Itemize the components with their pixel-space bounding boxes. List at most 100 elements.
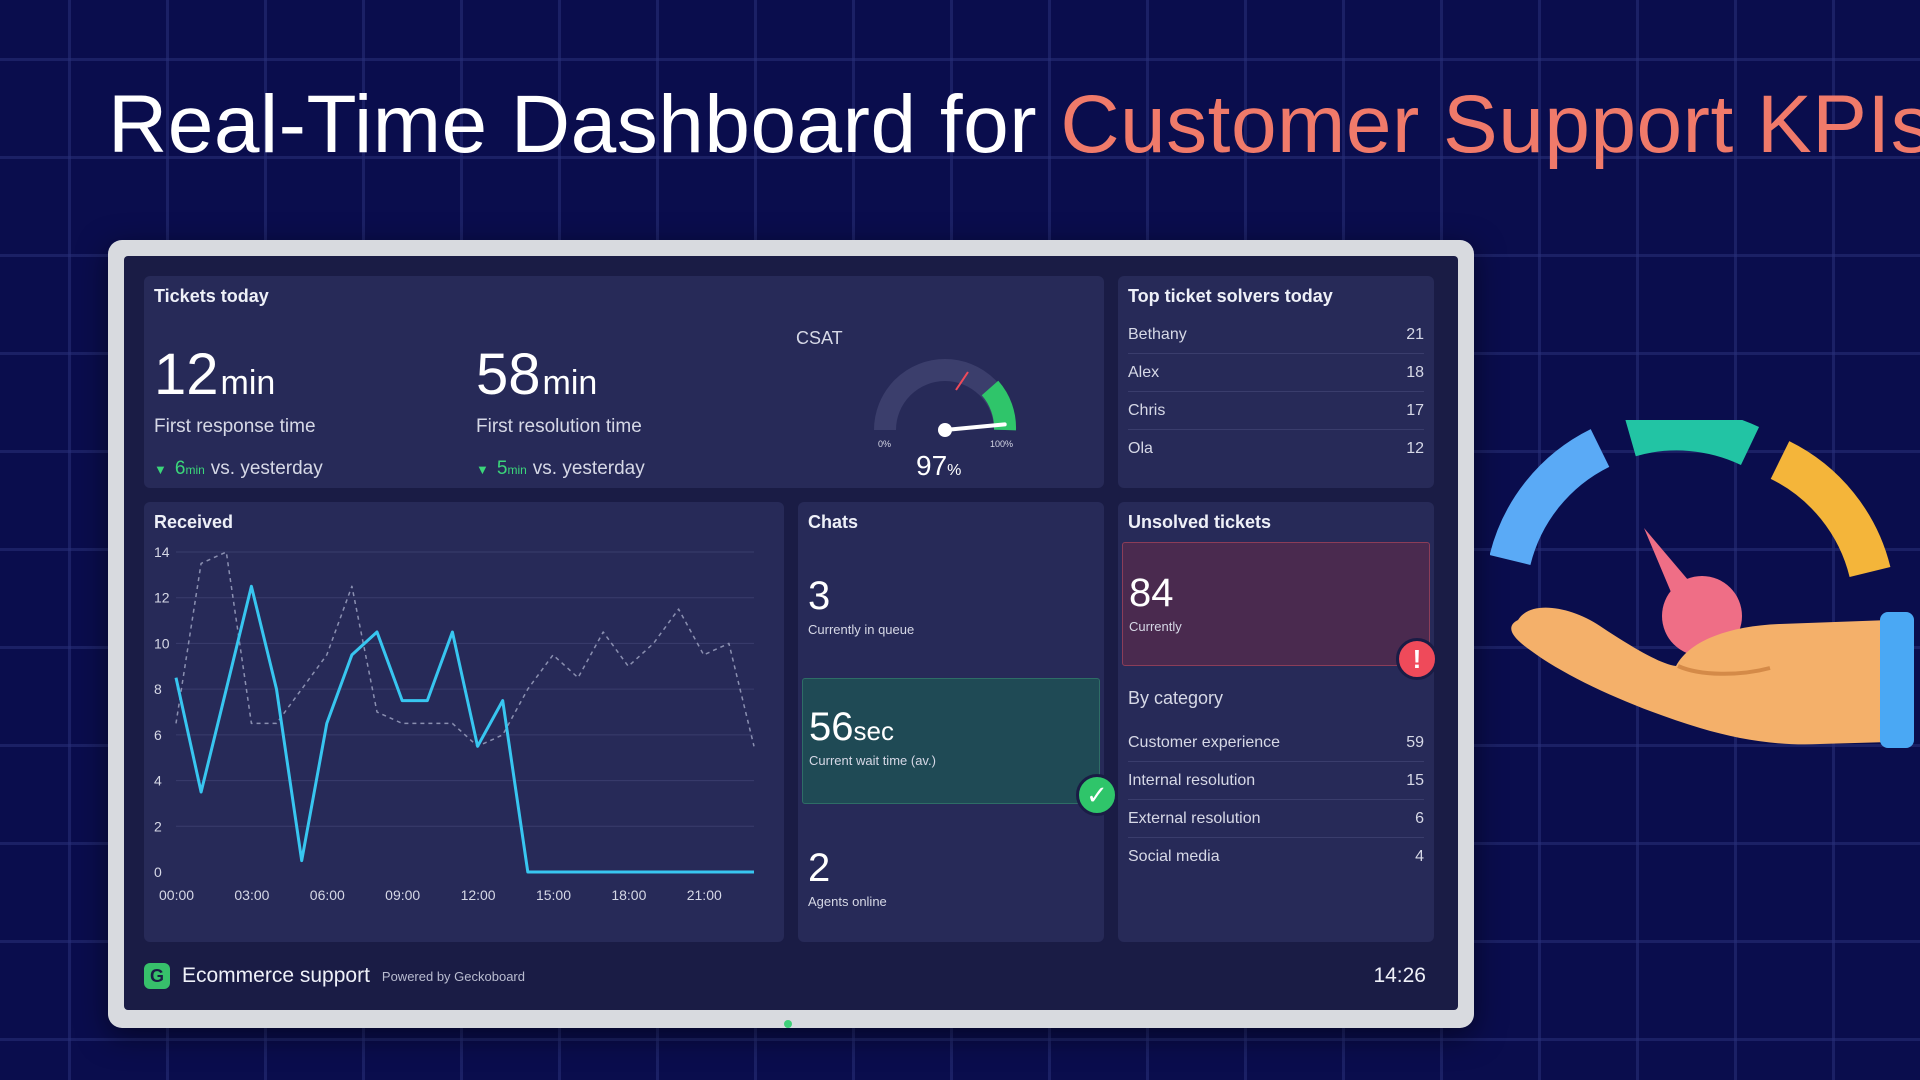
csat-label: CSAT [796,328,843,348]
panel-title: Tickets today [154,286,269,306]
metric-delta: ▼ 5min vs. yesterday [476,458,645,480]
y-tick-label: 14 [154,544,170,560]
first-resolution-metric: 58min First resolution time ▼ 5min vs. yes… [476,346,645,480]
gauge-arc-teal [1625,420,1760,466]
metric-label: First resolution time [476,416,642,437]
solver-row: Bethany 21 [1128,316,1424,354]
y-tick-label: 0 [154,864,162,880]
unsolved-metric: 84 Currently [1129,573,1182,634]
x-tick-label: 00:00 [159,887,194,903]
powered-by: Powered by Geckoboard [381,968,525,984]
y-tick-label: 12 [154,590,170,606]
category-name: External resolution [1128,809,1261,827]
by-category-label: By category [1128,688,1224,708]
unsolved-panel: Unsolved tickets 84 Currently ! By categ… [1118,502,1438,942]
delta-label: vs. yesterday [532,458,645,479]
hero-title-main: Real-Time Dashboard for [108,79,1038,170]
y-tick-label: 10 [154,635,170,651]
x-tick-label: 12:00 [461,887,496,903]
chats-panel: Chats 3 Currently in queue 56sec Current… [798,502,1118,942]
monitor-frame: Tickets today 12min First response time … [108,240,1474,1028]
csat-number: 97 [916,450,948,481]
x-tick-label: 18:00 [611,887,646,903]
x-tick-label: 15:00 [536,887,571,903]
solver-count: 12 [1406,440,1424,457]
top-solvers-panel: Top ticket solvers today Bethany 21 Alex 1… [1118,276,1434,488]
solver-name: Bethany [1128,325,1187,343]
wait-time-box: 56sec Current wait time (av.) [802,678,1100,804]
gauge-target-marker [955,371,969,391]
wait-label: Current wait time (av.) [809,753,936,768]
queue-label: Currently in queue [808,622,915,637]
x-tick-label: 06:00 [310,887,345,903]
down-triangle-icon: ▼ [476,462,489,477]
unsolved-current-box: 84 Currently [1122,542,1430,666]
y-tick-label: 2 [154,818,162,834]
agents-label: Agents online [808,894,887,909]
y-tick-label: 4 [154,773,162,789]
category-count: 15 [1406,771,1424,789]
power-led-icon [784,1020,792,1028]
solver-count: 17 [1406,401,1424,419]
csat-value: 97% [916,450,961,482]
delta-label: vs. yesterday [210,458,323,479]
y-tick-label: 6 [154,727,162,743]
x-tick-label: 09:00 [385,887,420,903]
delta-unit: min [185,463,205,477]
category-count: 59 [1406,733,1424,751]
queue-value: 3 [808,574,831,618]
category-count: 6 [1415,809,1424,827]
solver-row: Chris 17 [1128,392,1424,430]
dashboard-screen: Tickets today 12min First response time … [124,256,1458,1010]
series-line-comparison [175,551,755,748]
category-name: Internal resolution [1128,771,1256,789]
hand-speedometer-icon [1490,420,1914,748]
panel-title: Unsolved tickets [1128,512,1272,532]
x-tick-label: 03:00 [234,887,269,903]
solver-row: Alex 18 [1128,354,1424,392]
received-line-chart: 0 2 4 6 8 10 12 14 00:00 03:00 06:00 09:00 12:00 15:0… [154,544,755,903]
hero-title-accent: Customer Support KPIs [1060,79,1920,170]
metric-delta: ▼ 6min vs. yesterday [154,458,323,480]
delta-value: 5 [496,458,508,479]
wait-unit: sec [853,716,894,746]
hero-title: Real-Time Dashboard for Customer Support… [108,78,1920,172]
clock: 14:26 [1373,964,1426,987]
agents-metric: 2 Agents online [808,848,887,909]
down-triangle-icon: ▼ [154,462,167,477]
gauge-hub [938,423,952,437]
agents-value: 2 [808,846,831,890]
gauge-arc-blue [1490,429,1610,566]
dashboard-name: Ecommerce support [182,964,370,987]
sleeve-cuff [1880,612,1914,748]
category-row: Internal resolution 15 [1128,762,1424,800]
solver-name: Ola [1128,440,1153,457]
delta-unit: min [507,463,527,477]
solver-count: 18 [1406,363,1424,381]
csat-unit: % [947,462,962,479]
metric-value: 12 [154,342,219,407]
tickets-today-panel: Tickets today 12min First response time … [144,276,1104,488]
solver-name: Chris [1128,401,1166,419]
x-tick-label: 21:00 [687,887,722,903]
category-row: Customer experience 59 [1128,724,1424,762]
alert-icon: ! [1396,638,1438,680]
delta-value: 6 [174,458,186,479]
series-line-today [174,584,754,874]
category-name: Social media [1128,848,1220,865]
metric-label: First response time [154,416,316,437]
category-row: Social media 4 [1128,838,1424,876]
panel-title: Received [154,512,234,532]
category-row: External resolution 6 [1128,800,1424,838]
metric-unit: min [542,364,598,402]
geckoboard-logo-icon: G [144,963,170,989]
dashboard-footer: G Ecommerce support Powered by Geckoboar… [144,956,1434,996]
gauge-needle [943,422,1007,432]
panel-title: Chats [808,512,859,532]
received-panel: Received 0 2 4 6 8 10 12 14 00:00 03:00 06:00 09:00… [144,502,784,942]
solver-count: 21 [1406,325,1424,343]
gauge-max-label: 100% [990,439,1013,449]
hand [1511,607,1890,745]
unsolved-label: Currently [1129,619,1182,634]
metric-value: 58 [476,342,541,407]
